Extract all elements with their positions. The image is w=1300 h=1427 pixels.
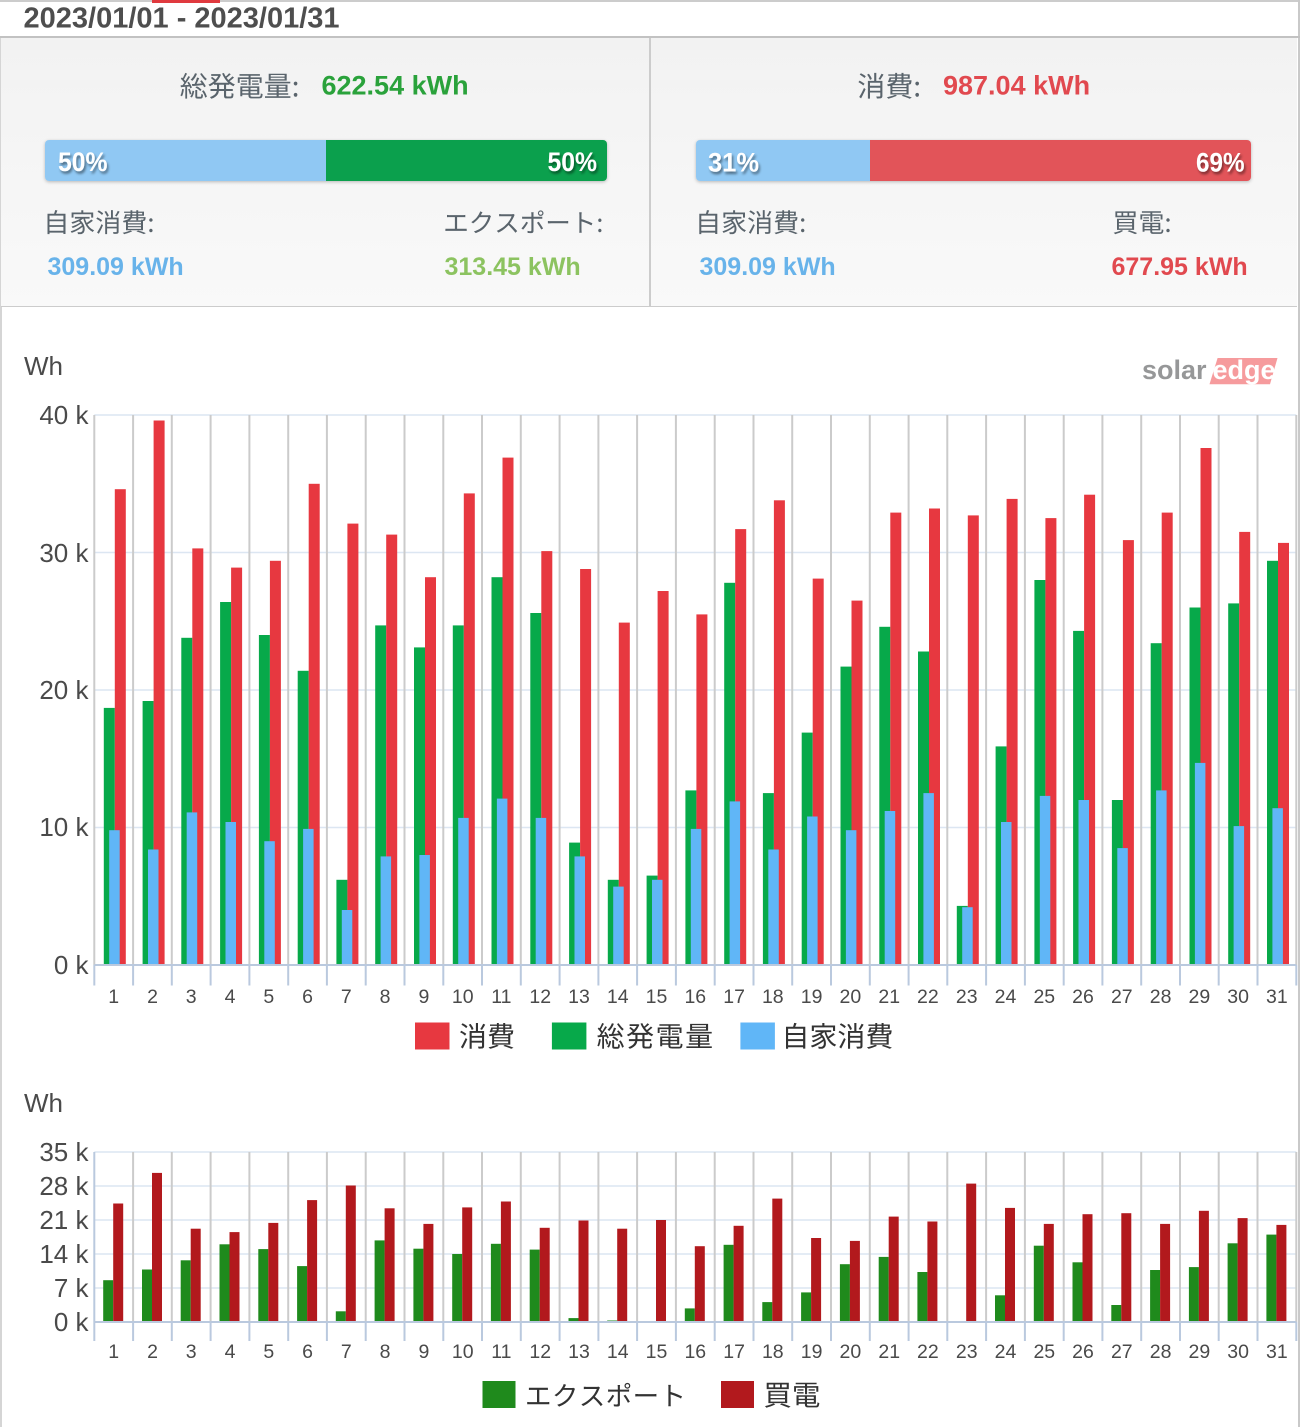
svg-text:edge: edge: [1213, 355, 1276, 385]
svg-text:40 k: 40 k: [39, 400, 89, 430]
svg-text:6: 6: [302, 1341, 313, 1363]
svg-text:3: 3: [186, 986, 197, 1008]
svg-text:4: 4: [225, 986, 236, 1008]
svg-text:2: 2: [147, 986, 158, 1008]
svg-text:9: 9: [418, 1341, 429, 1363]
svg-text:309.09 kWh: 309.09 kWh: [48, 253, 184, 281]
svg-text:35 k: 35 k: [39, 1137, 89, 1167]
svg-text:7 k: 7 k: [54, 1273, 90, 1303]
svg-text:26: 26: [1072, 1341, 1094, 1363]
svg-text:0 k: 0 k: [54, 1307, 90, 1337]
svg-text:2: 2: [147, 1341, 158, 1363]
svg-text:18: 18: [762, 986, 784, 1008]
svg-text:31%: 31%: [708, 148, 759, 178]
svg-text:2023/01/01 - 2023/01/31: 2023/01/01 - 2023/01/31: [24, 3, 340, 35]
svg-text:17: 17: [723, 986, 745, 1008]
svg-text:9: 9: [418, 986, 429, 1008]
svg-text:14 k: 14 k: [39, 1239, 89, 1269]
svg-text:27: 27: [1111, 1341, 1133, 1363]
svg-text:22: 22: [917, 986, 939, 1008]
svg-text:6: 6: [302, 986, 313, 1008]
svg-text:30 k: 30 k: [39, 538, 89, 568]
svg-text:14: 14: [607, 1341, 629, 1363]
svg-text:8: 8: [380, 986, 391, 1008]
svg-text:15: 15: [646, 1341, 668, 1363]
svg-text:24: 24: [995, 1341, 1017, 1363]
svg-text:22: 22: [917, 1341, 939, 1363]
svg-text:30: 30: [1227, 1341, 1249, 1363]
svg-text:29: 29: [1189, 986, 1211, 1008]
svg-text:69%: 69%: [1196, 148, 1245, 178]
svg-text:19: 19: [801, 1341, 823, 1363]
svg-text:31: 31: [1266, 1341, 1288, 1363]
svg-text:28: 28: [1150, 1341, 1172, 1363]
svg-text:20: 20: [840, 986, 862, 1008]
svg-text:28 k: 28 k: [39, 1171, 89, 1201]
svg-text:10: 10: [452, 986, 474, 1008]
svg-text:5: 5: [263, 986, 274, 1008]
svg-text:19: 19: [801, 986, 823, 1008]
svg-text:622.54 kWh: 622.54 kWh: [322, 71, 469, 101]
svg-text:solar: solar: [1142, 355, 1207, 385]
svg-text:313.45 kWh: 313.45 kWh: [445, 253, 581, 281]
svg-text:16: 16: [684, 1341, 706, 1363]
svg-text:25: 25: [1033, 1341, 1055, 1363]
svg-text:50%: 50%: [548, 147, 598, 177]
svg-text:25: 25: [1033, 986, 1055, 1008]
svg-text:11: 11: [491, 986, 511, 1008]
svg-text:21 k: 21 k: [39, 1205, 89, 1235]
svg-text:13: 13: [568, 986, 590, 1008]
svg-text:4: 4: [225, 1341, 236, 1363]
svg-text:17: 17: [723, 1341, 745, 1363]
svg-text:8: 8: [380, 1341, 391, 1363]
svg-text:Wh: Wh: [24, 351, 63, 381]
svg-text:28: 28: [1150, 986, 1172, 1008]
svg-text:12: 12: [529, 986, 551, 1008]
svg-text:677.95 kWh: 677.95 kWh: [1112, 253, 1248, 281]
svg-text:29: 29: [1189, 1341, 1211, 1363]
svg-text:7: 7: [341, 1341, 352, 1363]
svg-text:24: 24: [995, 986, 1017, 1008]
svg-text:26: 26: [1072, 986, 1094, 1008]
svg-text:309.09 kWh: 309.09 kWh: [700, 253, 836, 281]
svg-text:1: 1: [108, 986, 119, 1008]
svg-text:10: 10: [452, 1341, 474, 1363]
svg-text:Wh: Wh: [24, 1088, 63, 1118]
svg-text:7: 7: [341, 986, 352, 1008]
svg-text:5: 5: [263, 1341, 274, 1363]
svg-text:23: 23: [956, 1341, 978, 1363]
svg-text:14: 14: [607, 986, 629, 1008]
svg-text:16: 16: [684, 986, 706, 1008]
svg-text:15: 15: [646, 986, 668, 1008]
svg-text:20 k: 20 k: [39, 675, 89, 705]
svg-text:23: 23: [956, 986, 978, 1008]
svg-text:1: 1: [108, 1341, 119, 1363]
svg-text:21: 21: [878, 986, 900, 1008]
svg-text:13: 13: [568, 1341, 590, 1363]
svg-text:987.04 kWh: 987.04 kWh: [943, 71, 1090, 101]
svg-text:27: 27: [1111, 986, 1133, 1008]
svg-text:12: 12: [529, 1341, 551, 1363]
svg-text:3: 3: [186, 1341, 197, 1363]
svg-text:10 k: 10 k: [39, 812, 89, 842]
svg-text:21: 21: [878, 1341, 900, 1363]
svg-text:0 k: 0 k: [54, 950, 90, 980]
svg-text:18: 18: [762, 1341, 784, 1363]
svg-text:30: 30: [1227, 986, 1249, 1008]
svg-text:31: 31: [1266, 986, 1288, 1008]
svg-text:11: 11: [491, 1341, 511, 1363]
svg-text:20: 20: [840, 1341, 862, 1363]
svg-text:50%: 50%: [58, 147, 108, 177]
